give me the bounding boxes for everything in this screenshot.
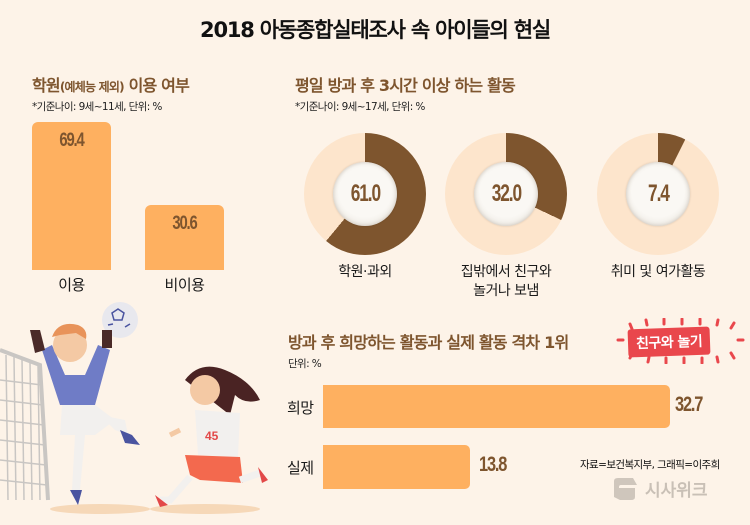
donut-friends-value: 32.0 [491, 180, 521, 207]
donut-academy-value: 61.0 [350, 180, 380, 207]
hbar-actual-label: 실제 [287, 459, 314, 477]
section2-title: 평일 방과 후 3시간 이상 하는 활동 [295, 76, 516, 95]
donut-friends-label-line1: 집밖에서 친구와 [460, 264, 552, 280]
donut-academy: 61.0 [304, 133, 426, 255]
bar-nonuse-value: 30.6 [172, 213, 197, 234]
goalkeeper-boy-icon [30, 323, 140, 505]
source-credit: 자료=보건복지부, 그래픽=이주희 [580, 459, 720, 471]
bar-use: 69.4 [32, 122, 111, 270]
section3-note: 단위: % [288, 358, 322, 370]
donut-friends-label: 집밖에서 친구와 놀거나 보냄 [431, 263, 581, 301]
donut-hobby-label: 취미 및 여가활동 [610, 264, 706, 280]
donut-hobby-center: 7.4 [626, 162, 690, 226]
page-title: 2018 아동종합실태조사 속 아이들의 현실 [200, 18, 551, 42]
soccer-ball-icon [102, 302, 138, 338]
section1-note: *기준나이: 9세~11세, 단위: % [32, 101, 162, 113]
goal-net-icon [0, 348, 50, 501]
hbar-hope-value: 32.7 [675, 393, 703, 416]
hbar-hope-label: 희망 [287, 399, 314, 417]
logo-text: 시사위크 [645, 481, 708, 501]
section2-note: *기준나이: 9세~17세, 단위: % [295, 101, 425, 113]
section1-title: 학원(예체능 제외) 이용 여부 [32, 72, 190, 96]
burst-icon [616, 318, 745, 364]
bar-nonuse-label: 비이용 [164, 276, 205, 294]
bar-use-value: 69.4 [59, 130, 84, 151]
donut-hobby: 7.4 [597, 133, 719, 255]
publisher-logo: 시사위크 [611, 476, 708, 501]
donut-hobby-value: 7.4 [647, 180, 670, 207]
section1-title-paren: (예체능 제외) [59, 80, 125, 94]
hbar-hope [323, 385, 670, 428]
soccer-kids-illustration: 45 [0, 302, 268, 514]
bar-nonuse: 30.6 [145, 205, 224, 270]
logo-s-icon [614, 477, 637, 500]
section3-title: 방과 후 희망하는 활동과 실제 활동 격차 1위 [288, 333, 569, 352]
donut-friends: 32.0 [445, 133, 567, 255]
donut-academy-center: 61.0 [333, 162, 397, 226]
highlight-badge: 친구와 놀기 [627, 326, 711, 358]
hbar-actual [323, 445, 470, 489]
donut-academy-label: 학원·과외 [338, 264, 392, 280]
svg-text:45: 45 [205, 429, 219, 443]
section1-title-rest: 이용 여부 [123, 76, 190, 95]
bar-use-label: 이용 [58, 276, 85, 294]
donut-friends-label-line2: 놀거나 보냄 [473, 283, 539, 299]
girl-player-icon: 45 [155, 366, 268, 507]
hbar-actual-value: 13.8 [479, 453, 507, 476]
section1-title-main: 학원 [32, 76, 61, 95]
donut-friends-center: 32.0 [474, 162, 538, 226]
